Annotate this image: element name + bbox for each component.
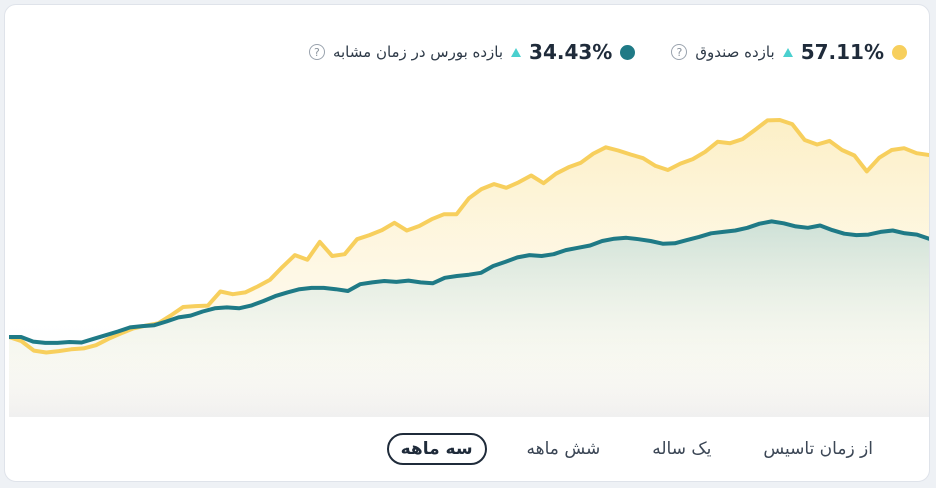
- up-triangle-icon: [782, 47, 793, 57]
- legend-fund-return: 57.11% بازده صندوق ?: [671, 40, 907, 64]
- market-color-dot: [620, 44, 636, 60]
- help-icon[interactable]: ?: [671, 44, 688, 60]
- range-six-months[interactable]: شش ماهه: [526, 439, 601, 459]
- series-1-area: [9, 221, 929, 417]
- fund-color-dot: [892, 44, 907, 60]
- range-one-year[interactable]: یک ساله: [652, 439, 712, 459]
- market-return-label: بازده بورس در زمان مشابه: [332, 43, 504, 61]
- range-selector: از زمان تاسیس یک ساله شش ماهه سه ماهه: [386, 433, 885, 465]
- help-icon[interactable]: ?: [308, 44, 325, 60]
- range-since-inception[interactable]: از زمان تاسیس: [763, 439, 873, 459]
- legend-market-return: 34.43% بازده بورس در زمان مشابه ?: [308, 40, 636, 64]
- fund-return-value: 57.11%: [800, 40, 884, 64]
- fund-performance-card: 57.11% بازده صندوق ? 34.43% بازده بورس د…: [4, 4, 930, 482]
- returns-area-chart: [9, 118, 929, 417]
- range-three-months[interactable]: سه ماهه: [386, 433, 487, 465]
- market-return-value: 34.43%: [529, 40, 613, 64]
- chart-legend: 57.11% بازده صندوق ? 34.43% بازده بورس د…: [275, 35, 907, 69]
- up-triangle-icon: [511, 47, 522, 57]
- fund-return-label: بازده صندوق: [695, 43, 775, 61]
- series-1-line: [9, 219, 929, 345]
